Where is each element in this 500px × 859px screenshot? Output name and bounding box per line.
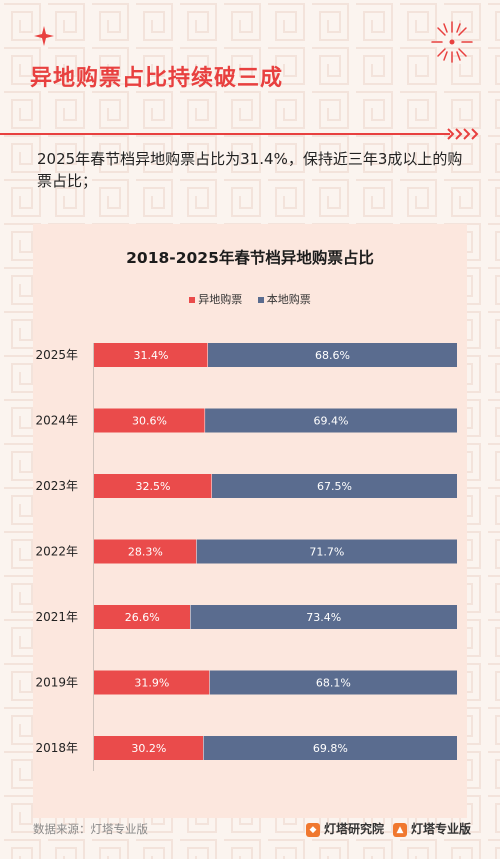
- y-axis-line: [93, 343, 94, 771]
- legend-label-out-of-town: 异地购票: [198, 293, 243, 306]
- legend-item-local: 本地购票: [257, 291, 311, 307]
- data-label: 69.4%: [314, 415, 349, 428]
- category-label: 2019年: [35, 676, 78, 690]
- brand-pro: ▲ 灯塔专业版: [393, 820, 471, 837]
- data-label: 68.6%: [315, 349, 350, 362]
- bar-local: [196, 539, 457, 564]
- data-label: 71.7%: [309, 546, 344, 559]
- bar-local: [205, 408, 457, 433]
- chart-title: 2018-2025年春节档异地购票占比: [126, 249, 374, 267]
- bar-local: [190, 605, 458, 629]
- category-label: 2024年: [35, 414, 78, 428]
- lighthouse-app-icon: ▲: [393, 822, 407, 837]
- title-divider: [0, 133, 450, 135]
- bar-out-of-town: [94, 408, 206, 433]
- chart-legend: 异地购票 本地购票: [33, 291, 467, 307]
- page-title: 异地购票占比持续破三成: [30, 66, 284, 91]
- bar-local: [209, 670, 457, 695]
- brand-research: ◆ 灯塔研究院: [306, 820, 384, 837]
- bar-local: [211, 474, 457, 498]
- brand-research-label: 灯塔研究院: [324, 822, 385, 836]
- firework-icon: [431, 21, 473, 63]
- data-label: 30.6%: [132, 415, 167, 428]
- data-label: 73.4%: [306, 611, 341, 624]
- category-label: 2025年: [35, 348, 78, 362]
- bar-out-of-town: [94, 474, 212, 498]
- legend-swatch-out-of-town: [189, 297, 196, 303]
- sparkle-icon: [34, 26, 54, 46]
- category-label: 2018年: [35, 741, 78, 755]
- bar-out-of-town: [94, 605, 191, 629]
- category-label: 2021年: [35, 610, 78, 624]
- data-label: 67.5%: [317, 480, 352, 493]
- bar-local: [203, 736, 457, 760]
- page-subtitle: 2025年春节档异地购票占比为31.4%，保持近三年3成以上的购票占比；: [37, 150, 463, 190]
- category-label: 2023年: [35, 479, 78, 493]
- data-label: 31.9%: [134, 677, 169, 690]
- brand-pro-label: 灯塔专业版: [411, 822, 472, 836]
- legend-swatch-local: [257, 297, 264, 303]
- legend-label-local: 本地购票: [266, 293, 311, 306]
- data-label: 30.2%: [131, 742, 166, 755]
- data-label: 31.4%: [134, 349, 169, 362]
- chevrons-right-icon: [447, 128, 479, 140]
- chart-card: 2018-2025年春节档异地购票占比 异地购票 本地购票: [33, 224, 467, 818]
- lighthouse-logo-icon: ◆: [306, 822, 320, 837]
- data-label: 28.3%: [128, 546, 163, 559]
- bar-out-of-town: [94, 670, 210, 695]
- bar-out-of-town: [94, 539, 197, 564]
- data-label: 68.1%: [316, 677, 351, 690]
- data-label: 26.6%: [125, 611, 160, 624]
- bar-out-of-town: [94, 736, 204, 760]
- bar-local: [207, 343, 457, 367]
- bar-out-of-town: [94, 343, 208, 367]
- data-label: 32.5%: [136, 480, 171, 493]
- data-source: 数据来源：灯塔专业版: [33, 822, 148, 836]
- data-label: 69.8%: [313, 742, 348, 755]
- category-label: 2022年: [35, 545, 78, 559]
- legend-item-out-of-town: 异地购票: [189, 291, 242, 307]
